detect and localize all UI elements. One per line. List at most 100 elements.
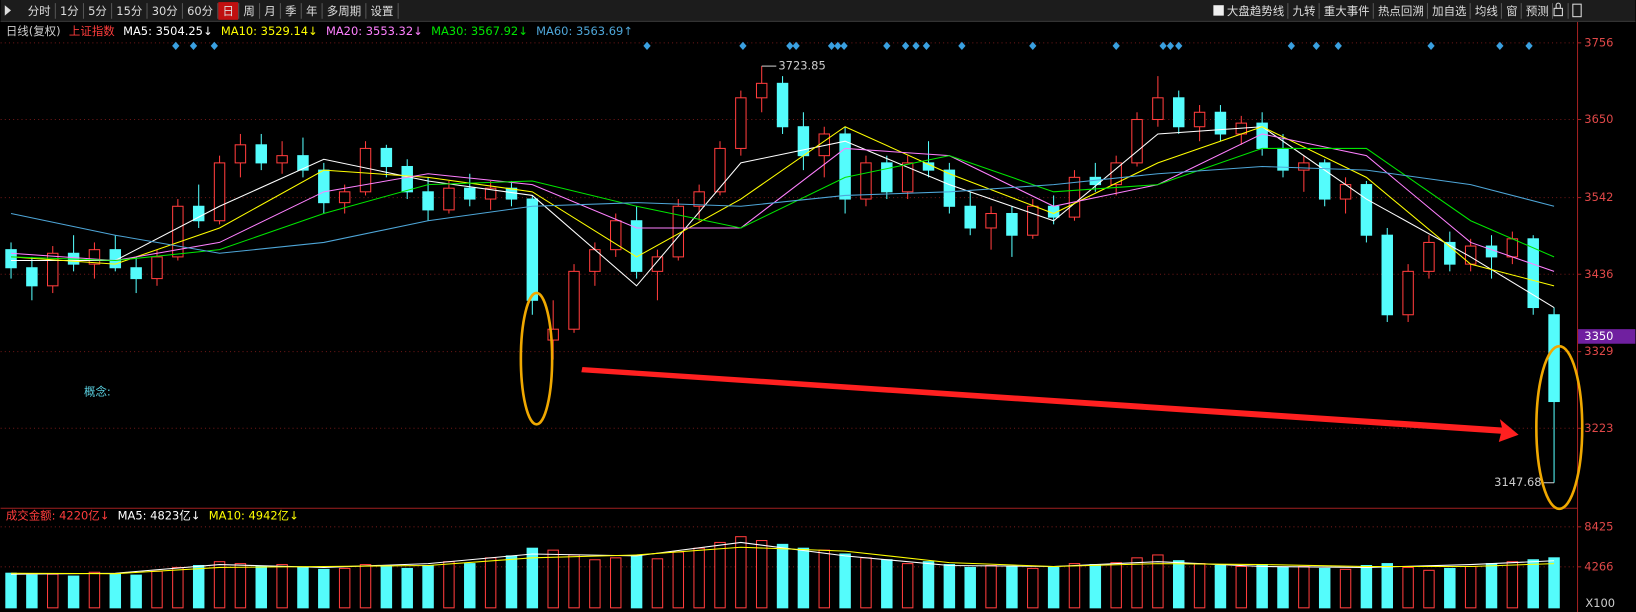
signal-marker [739, 41, 747, 51]
volume-bar [172, 566, 184, 609]
candle-body [1214, 111, 1227, 135]
candle-body [1360, 184, 1373, 236]
volume-bar [1339, 568, 1352, 609]
y-tick-label: 8425 [1584, 519, 1613, 533]
candle-body [1402, 270, 1414, 316]
candle-body [964, 205, 976, 229]
toolbar-button[interactable]: 设置 [371, 4, 394, 18]
toolbar-button[interactable]: 1分 [60, 4, 79, 18]
volume-bar [26, 574, 38, 609]
toolbar-button[interactable]: 分时 [28, 4, 51, 18]
candle-body [714, 147, 726, 193]
candle-body [1131, 118, 1143, 164]
signal-marker [834, 41, 842, 51]
volume-title: 成交金额: 4220亿↓ [6, 509, 110, 523]
volume-bar [1381, 563, 1393, 609]
volume-bar [443, 561, 455, 609]
toolbar-button[interactable]: 窗 [1506, 4, 1517, 18]
volume-bar [1256, 564, 1268, 609]
candle-body [26, 267, 38, 287]
candle-body [422, 191, 434, 211]
candle-body [985, 212, 997, 229]
toolbar-button[interactable]: 月 [264, 4, 275, 18]
toolbar-button[interactable]: 日 [223, 4, 234, 18]
toolbar-button[interactable]: 周 [243, 4, 254, 18]
toolbar-button[interactable]: 多周期 [327, 4, 361, 18]
volume-bar [1006, 565, 1018, 609]
toolbar-button[interactable]: 季 [285, 4, 297, 18]
volume-bar [589, 559, 601, 609]
signal-marker [840, 41, 848, 51]
candle-body [1506, 238, 1519, 258]
candle-body [1381, 234, 1393, 316]
volume-bar [714, 541, 726, 609]
toolbar [0, 0, 1636, 21]
volume-bar [755, 540, 768, 609]
volume-bar [276, 564, 288, 609]
candle-body [5, 249, 17, 269]
low-label: 3147.68 [1494, 475, 1541, 489]
candle-body [797, 126, 810, 157]
candle-body [651, 256, 664, 272]
signal-marker [1334, 41, 1342, 51]
volume-bar [818, 549, 830, 609]
volume-bar [1110, 562, 1122, 609]
signal-marker [172, 41, 180, 51]
volume-bar [1235, 565, 1248, 609]
toolbar-button[interactable]: 30分 [152, 4, 178, 18]
volume-bar [735, 536, 747, 609]
candle-body [443, 187, 455, 211]
volume-bar [422, 565, 434, 609]
volume-bar [1068, 563, 1081, 609]
chart-subtitle: 日线(复权) [6, 24, 61, 38]
volume-bar [901, 563, 914, 609]
candle-body [735, 97, 747, 149]
y-tick-label: 3650 [1584, 112, 1613, 126]
candle-body [1173, 97, 1185, 128]
candle-body [1152, 97, 1164, 121]
toolbar-button[interactable]: 均线 [1475, 4, 1498, 18]
candle-body [693, 191, 705, 207]
signal-marker [1159, 41, 1167, 51]
toolbar-button[interactable]: 60分 [187, 4, 213, 18]
volume-bar [922, 561, 935, 609]
candle-body [1027, 205, 1039, 236]
signal-marker [786, 41, 794, 51]
ma-line [10, 165, 1555, 254]
candle-body [380, 147, 393, 168]
signal-marker [189, 41, 198, 51]
legend-entry: MA30: 3567.92↓ [431, 24, 528, 38]
highlight-ellipse [519, 291, 554, 426]
volume-bar [109, 573, 122, 609]
ma-line [10, 133, 1555, 272]
toolbar-checkbox[interactable] [1213, 5, 1224, 16]
legend-entry: MA5: 4823亿↓ [118, 509, 201, 523]
volume-bar [1318, 567, 1331, 609]
toolbar-active [218, 2, 239, 20]
signal-marker [912, 41, 920, 51]
toolbar-button[interactable]: 重大事件 [1324, 4, 1370, 18]
lock-icon [1555, 2, 1561, 9]
scroll-icon [1572, 3, 1582, 18]
volume-bar [547, 549, 559, 609]
volume-bar [318, 568, 330, 609]
volume-bar [255, 565, 267, 609]
toolbar-button[interactable]: 九转 [1293, 4, 1316, 18]
toolbar-button[interactable]: 热点回溯 [1378, 4, 1424, 18]
candle-body [47, 252, 59, 287]
volume-bar [47, 573, 59, 609]
toolbar-button[interactable]: 预测 [1526, 4, 1549, 18]
volume-bar [881, 559, 893, 609]
volume-bar [1360, 565, 1373, 609]
trend-arrow [581, 366, 1519, 443]
ma-line [10, 126, 1555, 287]
toolbar-button[interactable]: 大盘趋势线 [1227, 4, 1285, 18]
candle-body [255, 144, 267, 164]
toolbar-button[interactable]: 加自选 [1432, 4, 1467, 18]
toolbar-button[interactable]: 年 [306, 4, 317, 18]
candle-body [1110, 162, 1122, 186]
candle-body [297, 155, 309, 171]
toolbar-button[interactable]: 15分 [116, 4, 142, 18]
toolbar-button[interactable]: 5分 [88, 4, 107, 18]
volume-bar [985, 565, 997, 609]
